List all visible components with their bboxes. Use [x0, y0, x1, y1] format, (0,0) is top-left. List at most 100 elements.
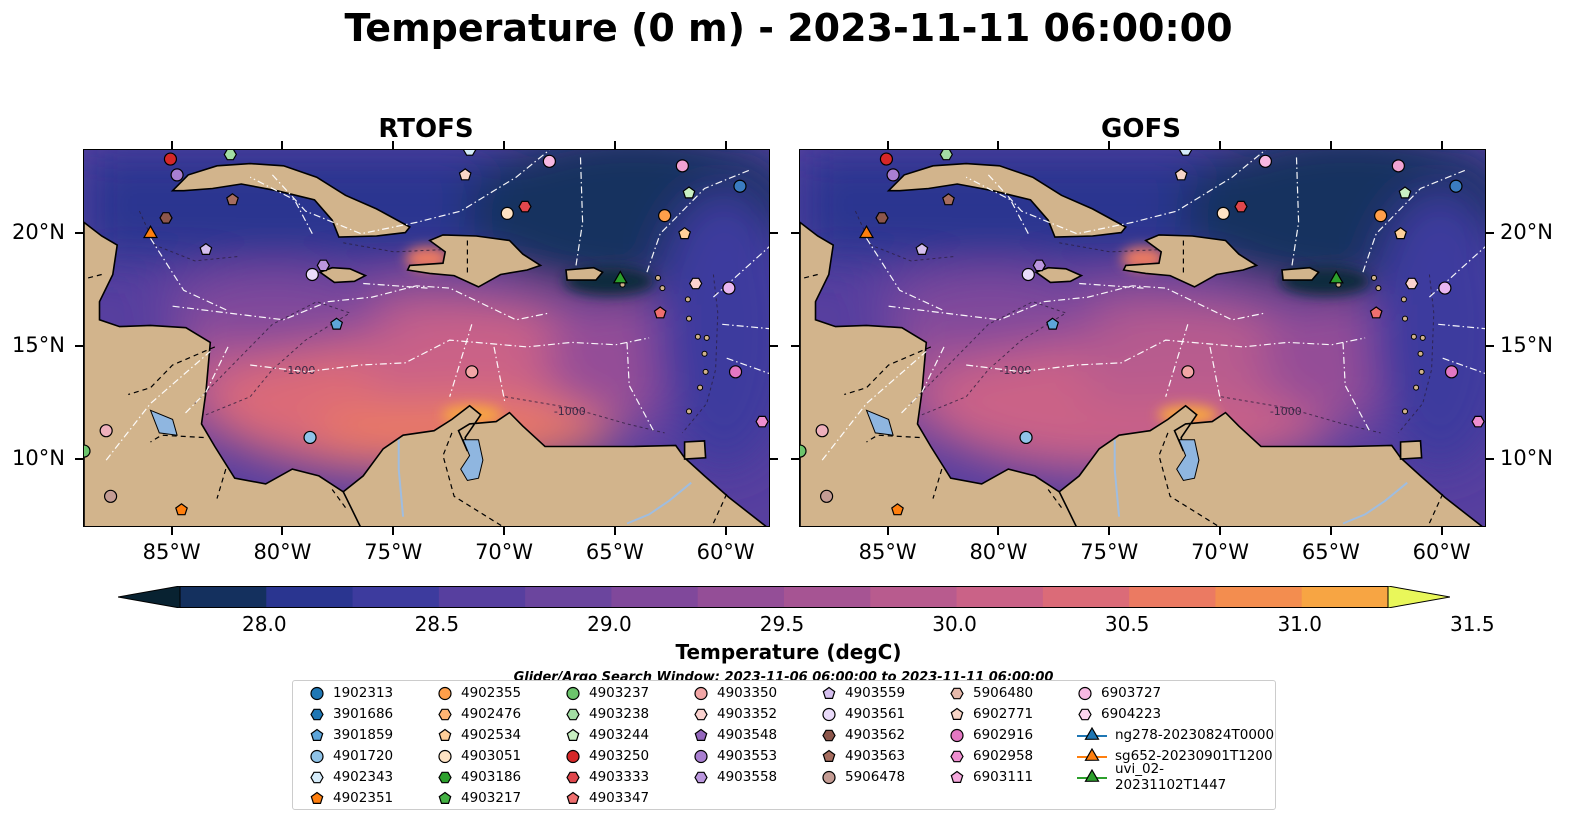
marker-sg652-20230901T1200[interactable]: [858, 224, 875, 239]
marker-4903347[interactable]: [653, 306, 667, 319]
marker-4903051[interactable]: [1216, 206, 1230, 220]
marker-sg652-20230901T1200[interactable]: [142, 224, 159, 239]
marker-4903562[interactable]: [159, 212, 173, 224]
marker-float[interactable]: [99, 424, 113, 438]
marker-4902534[interactable]: [1394, 226, 1408, 240]
marker-4903250[interactable]: [163, 152, 178, 166]
legend-symbol[interactable]: [310, 749, 324, 764]
legend-symbol[interactable]: [566, 749, 580, 764]
marker-4903250[interactable]: [879, 152, 894, 166]
legend-symbol[interactable]: [438, 771, 452, 784]
marker-4903350[interactable]: [1181, 365, 1195, 379]
legend-symbol[interactable]: [310, 686, 324, 701]
legend-symbol[interactable]: [950, 707, 964, 720]
marker-4902343[interactable]: [1178, 150, 1193, 156]
legend-symbol[interactable]: [438, 791, 452, 804]
marker-4902343[interactable]: [462, 150, 477, 156]
marker-uvi_02-20231102T1447[interactable]: [1328, 270, 1344, 284]
legend-symbol[interactable]: [950, 728, 964, 743]
marker-4902355[interactable]: [658, 209, 672, 223]
legend-symbol[interactable]: [1084, 748, 1100, 761]
legend-symbol[interactable]: [566, 708, 580, 721]
marker-float[interactable]: [815, 424, 829, 438]
marker-4903333[interactable]: [518, 200, 532, 213]
marker-4902351[interactable]: [175, 503, 188, 516]
marker-4902534[interactable]: [678, 226, 692, 240]
legend-symbol[interactable]: [566, 791, 580, 804]
marker-4903237[interactable]: [84, 444, 91, 458]
marker-4902351[interactable]: [891, 503, 904, 516]
marker-float[interactable]: [722, 281, 736, 295]
marker-4903561[interactable]: [1021, 267, 1035, 282]
marker-4903238[interactable]: [939, 150, 953, 161]
marker-6902771[interactable]: [1174, 168, 1188, 181]
legend-symbol[interactable]: [566, 771, 580, 784]
legend-symbol[interactable]: [694, 771, 708, 784]
legend-symbol[interactable]: [1078, 708, 1092, 721]
marker-3901859[interactable]: [330, 317, 344, 330]
marker-4901720[interactable]: [1019, 430, 1033, 445]
marker-6903727[interactable]: [542, 154, 556, 168]
marker-6903727[interactable]: [1258, 154, 1272, 168]
marker-uvi_02-20231102T1447[interactable]: [612, 270, 628, 284]
marker-4903244[interactable]: [1398, 186, 1412, 199]
marker-float[interactable]: [675, 159, 689, 173]
marker-6902771[interactable]: [458, 168, 472, 181]
marker-4903238[interactable]: [223, 150, 237, 161]
legend-symbol[interactable]: [950, 770, 964, 783]
marker-4903350[interactable]: [465, 365, 479, 379]
marker-6902916[interactable]: [728, 365, 743, 379]
marker-4903352[interactable]: [1405, 277, 1419, 290]
marker-4903563[interactable]: [942, 193, 955, 206]
legend-symbol[interactable]: [950, 750, 964, 763]
marker-4903563[interactable]: [226, 193, 239, 206]
marker-4903352[interactable]: [689, 277, 703, 290]
legend-symbol[interactable]: [822, 770, 836, 785]
legend-symbol[interactable]: [822, 686, 836, 699]
legend-symbol[interactable]: [1078, 686, 1092, 701]
marker-4902355[interactable]: [1374, 209, 1388, 223]
marker-4903347[interactable]: [1369, 306, 1383, 319]
marker-4901720[interactable]: [303, 430, 317, 445]
marker-4903558[interactable]: [316, 259, 330, 272]
legend-symbol[interactable]: [310, 771, 324, 784]
legend-symbol[interactable]: [566, 686, 580, 701]
marker-6902958[interactable]: [1471, 415, 1485, 428]
legend-symbol[interactable]: [566, 728, 580, 741]
map-rtofs[interactable]: -1000 -1000: [83, 149, 770, 527]
legend-symbol[interactable]: [694, 708, 708, 721]
marker-4903561[interactable]: [305, 267, 319, 282]
map-gofs[interactable]: -1000 -1000: [799, 149, 1486, 527]
marker-5906478[interactable]: [819, 489, 834, 503]
marker-4903553[interactable]: [170, 168, 184, 182]
marker-5906478[interactable]: [103, 489, 118, 503]
marker-4903553[interactable]: [886, 168, 900, 182]
marker-4903559[interactable]: [199, 242, 213, 256]
marker-4903558[interactable]: [1032, 259, 1046, 272]
marker-4903559[interactable]: [915, 242, 929, 256]
legend-symbol[interactable]: [1084, 727, 1100, 740]
legend-symbol[interactable]: [694, 749, 708, 764]
marker-float[interactable]: [1438, 281, 1452, 295]
legend-symbol[interactable]: [822, 749, 836, 762]
legend-symbol[interactable]: [438, 708, 452, 721]
marker-float[interactable]: [1391, 159, 1405, 173]
marker-4903333[interactable]: [1234, 200, 1248, 213]
legend-symbol[interactable]: [694, 686, 708, 701]
marker-4903562[interactable]: [875, 212, 889, 224]
legend-symbol[interactable]: [438, 686, 452, 701]
marker-float[interactable]: [1449, 179, 1463, 193]
marker-3901859[interactable]: [1046, 317, 1060, 330]
legend-symbol[interactable]: [438, 749, 452, 764]
legend-symbol[interactable]: [310, 791, 324, 804]
legend-symbol[interactable]: [310, 728, 324, 741]
marker-4903051[interactable]: [500, 206, 514, 220]
legend-symbol[interactable]: [438, 728, 452, 741]
legend-symbol[interactable]: [822, 729, 836, 742]
legend-symbol[interactable]: [950, 687, 964, 700]
legend-symbol[interactable]: [1084, 769, 1100, 782]
marker-6902958[interactable]: [755, 415, 769, 428]
marker-4903244[interactable]: [682, 186, 696, 199]
marker-6902916[interactable]: [1444, 365, 1459, 379]
legend-symbol[interactable]: [310, 708, 324, 721]
